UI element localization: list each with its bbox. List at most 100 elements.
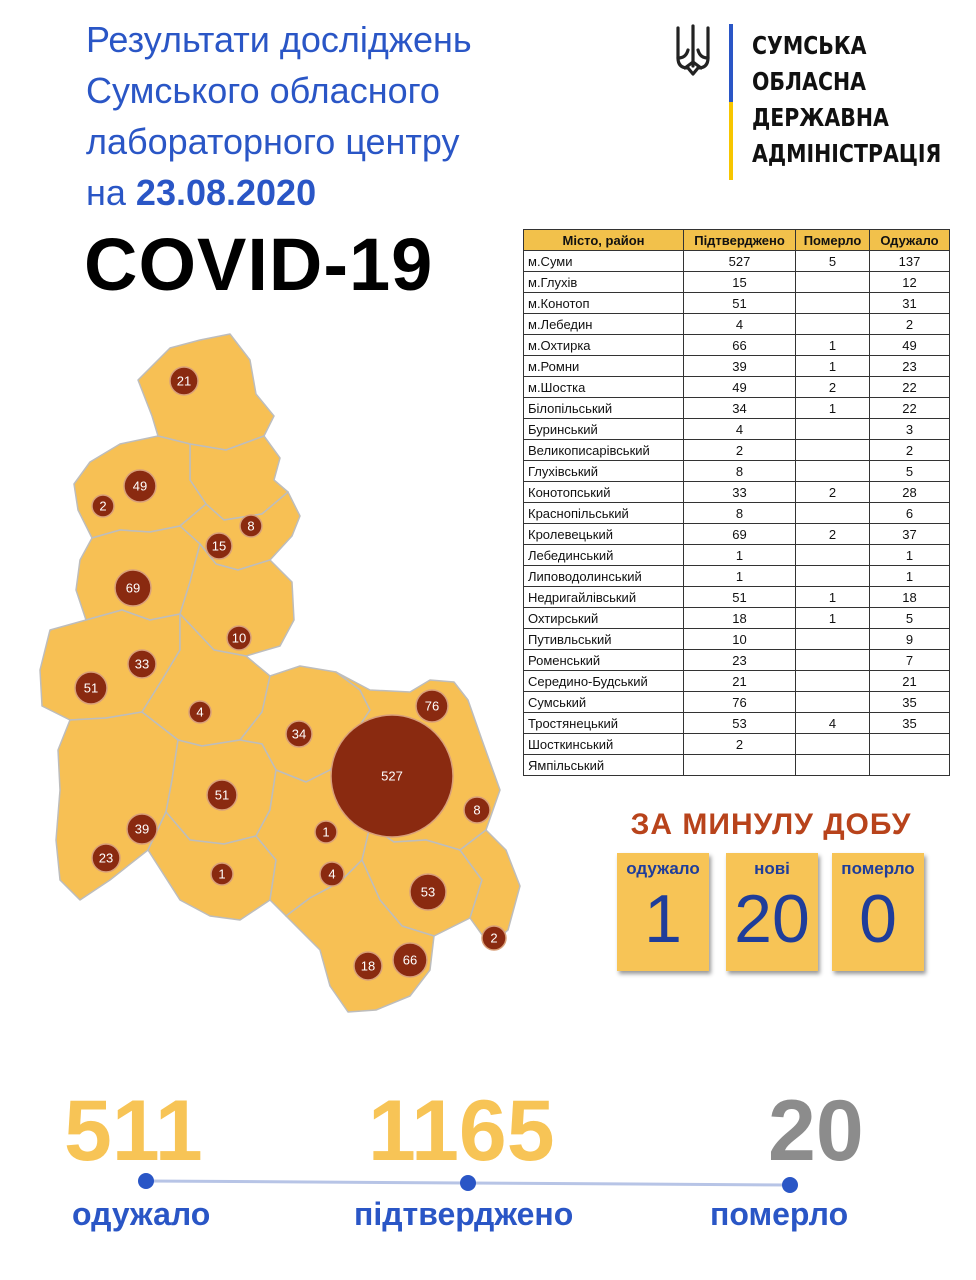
table-row: Конотопський 33 2 28 <box>523 481 950 503</box>
title-line-3: лабораторного центру <box>86 121 460 162</box>
cell-value <box>683 754 796 776</box>
map-bubble-label: 15 <box>212 539 226 554</box>
cell-value: 527 <box>683 250 796 272</box>
cell-value: 4 <box>683 418 796 440</box>
table-row: Буринський 4 3 <box>523 418 950 440</box>
cell-value <box>795 271 870 293</box>
daily-new-card: нові 20 <box>726 853 818 971</box>
total-died: 20 <box>768 1083 864 1179</box>
cell-value <box>795 418 870 440</box>
table-row: м.Ромни 39 1 23 <box>523 355 950 377</box>
table-row: м.Глухів 15 12 <box>523 271 950 293</box>
daily-recovered-card: одужало 1 <box>617 853 709 971</box>
logo-text: СУМСЬКА ОБЛАСНА ДЕРЖАВНА АДМІНІСТРАЦІЯ <box>752 28 941 172</box>
cell-district: м.Лебедин <box>523 313 684 335</box>
cell-value: 51 <box>683 586 796 608</box>
cell-value <box>869 733 950 755</box>
daily-died-value: 0 <box>859 881 897 957</box>
cell-value: 23 <box>683 649 796 671</box>
cell-value <box>795 565 870 587</box>
cell-value: 2 <box>683 733 796 755</box>
cell-value <box>795 460 870 482</box>
cell-value <box>795 628 870 650</box>
map-bubble-label: 527 <box>381 769 403 784</box>
trident-icon <box>676 24 710 76</box>
cell-value: 137 <box>869 250 950 272</box>
map-bubble <box>415 689 449 723</box>
total-confirmed-label: підтверджено <box>354 1196 574 1232</box>
cell-district: Липоводолинський <box>523 565 684 587</box>
cell-value: 21 <box>683 670 796 692</box>
map-bubble <box>330 714 454 838</box>
table-header-row: Місто, район Підтверджено Померло Одужал… <box>523 229 950 251</box>
cell-district: Путивльський <box>523 628 684 650</box>
cell-value: 1 <box>683 565 796 587</box>
table-row: м.Лебедин 4 2 <box>523 313 950 335</box>
cell-value: 1 <box>869 565 950 587</box>
cell-district: Краснопільський <box>523 502 684 524</box>
cell-district: Конотопський <box>523 481 684 503</box>
column-header: Померло <box>795 229 870 251</box>
cell-value: 1 <box>795 586 870 608</box>
region-north <box>137 333 275 451</box>
cell-value: 9 <box>869 628 950 650</box>
cell-value: 5 <box>869 460 950 482</box>
title-line-2: Сумського обласного <box>86 70 440 111</box>
cell-value: 66 <box>683 334 796 356</box>
logo-line-1: СУМСЬКА <box>752 31 867 60</box>
table-row: Охтирський 18 1 5 <box>523 607 950 629</box>
cell-value: 49 <box>683 376 796 398</box>
cell-value <box>795 313 870 335</box>
cell-district: Охтирський <box>523 607 684 629</box>
map-bubble <box>126 813 158 845</box>
cell-value: 1 <box>795 607 870 629</box>
daily-recovered-value: 1 <box>644 881 682 957</box>
map-bubble-label: 33 <box>135 657 149 672</box>
map-bubble <box>285 720 313 748</box>
logo-line-4: АДМІНІСТРАЦІЯ <box>752 139 942 168</box>
map-bubble-label: 8 <box>247 519 254 534</box>
map-bubble <box>114 569 152 607</box>
map-bubble-label: 49 <box>133 479 147 494</box>
map-bubble <box>210 862 234 886</box>
cell-value: 1 <box>683 544 796 566</box>
cell-value: 2 <box>869 313 950 335</box>
cell-district: Шосткинський <box>523 733 684 755</box>
cell-value: 53 <box>683 712 796 734</box>
cell-value <box>795 733 870 755</box>
cell-value: 33 <box>683 481 796 503</box>
cell-district: Сумський <box>523 691 684 713</box>
cell-value: 1 <box>795 355 870 377</box>
cell-district: Роменський <box>523 649 684 671</box>
map-bubble-label: 23 <box>99 851 113 866</box>
logo-line-3: ДЕРЖАВНА <box>752 103 889 132</box>
column-header: Одужало <box>869 229 950 251</box>
cell-value: 2 <box>795 481 870 503</box>
map-bubble-label: 69 <box>126 581 140 596</box>
daily-died-card: померло 0 <box>832 853 924 971</box>
cell-district: Тростянецький <box>523 712 684 734</box>
cell-value: 4 <box>683 313 796 335</box>
region-okhtyrka <box>285 859 435 1013</box>
table-row: Роменський 23 7 <box>523 649 950 671</box>
map-bubble <box>123 469 157 503</box>
map-regions <box>39 333 521 1013</box>
table-row: Лебединський 1 1 <box>523 544 950 566</box>
cell-value: 49 <box>869 334 950 356</box>
map-bubble-label: 51 <box>84 681 98 696</box>
cell-value: 8 <box>683 460 796 482</box>
map-bubble-label: 8 <box>473 803 480 818</box>
cell-district: м.Суми <box>523 250 684 272</box>
table-row: м.Конотоп 51 31 <box>523 292 950 314</box>
cell-value <box>795 544 870 566</box>
total-died-label: померло <box>710 1196 849 1232</box>
map-bubble <box>319 861 345 887</box>
map-bubble <box>226 625 252 651</box>
total-recovered-label: одужало <box>72 1196 211 1232</box>
column-header: Підтверджено <box>683 229 796 251</box>
table-row: Великописарівський 2 2 <box>523 439 950 461</box>
map-bubbles: 21 49 2 8 15 69 10 33 51 4 34 76 527 8 51 39 23 1 1 4 53 2 18 6… <box>74 366 507 981</box>
map-bubble-label: 1 <box>218 867 225 882</box>
map-bubble-label: 21 <box>177 374 191 389</box>
cell-value: 15 <box>683 271 796 293</box>
